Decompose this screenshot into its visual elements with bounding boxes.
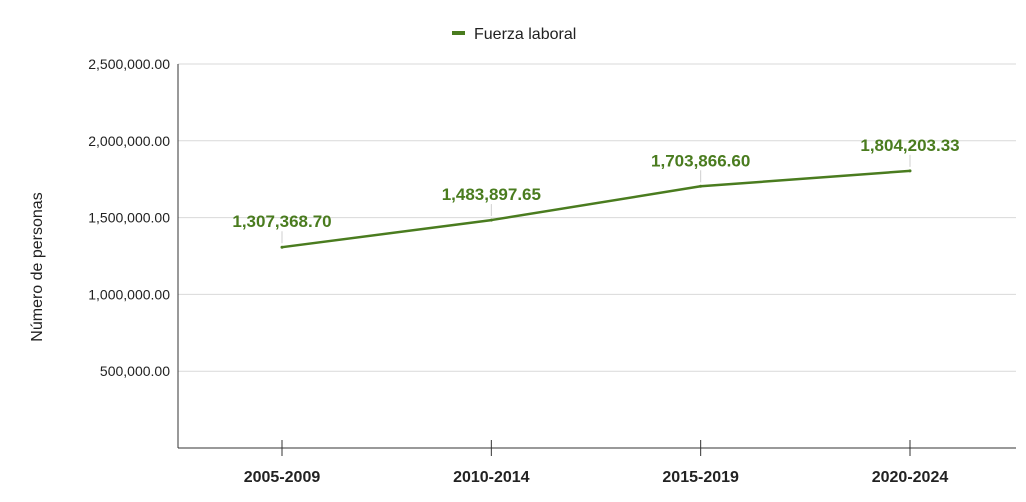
x-tick-label-2: 2015-2019 [662, 469, 739, 486]
data-labels: 1,307,368.70 1,483,897.65 1,703,866.60 1,80… [232, 136, 960, 244]
x-tick-label-1: 2010-2014 [453, 469, 530, 486]
data-label-2: 1,703,866.60 [651, 151, 750, 170]
gridlines [178, 63, 1016, 372]
series-fuerza-laboral [280, 169, 912, 249]
y-tick-label-3: 2,000,000.00 [88, 133, 170, 149]
y-axis-ticks: 500,000.00 1,000,000.00 1,500,000.00 2,000,… [88, 56, 170, 379]
y-tick-label-4: 2,500,000.00 [88, 56, 170, 72]
legend: Fuerza laboral [452, 26, 576, 43]
data-label-3: 1,804,203.33 [860, 136, 959, 155]
series-line-0 [281, 169, 911, 249]
legend-swatch-fuerza-laboral [452, 31, 465, 35]
legend-label-fuerza-laboral: Fuerza laboral [474, 26, 576, 43]
axes [177, 64, 1016, 449]
x-axis-ticks: 2005-2009 2010-2014 2015-2019 2020-2024 [244, 440, 949, 486]
y-axis-title: Número de personas [29, 192, 46, 341]
y-tick-label-1: 1,000,000.00 [88, 286, 170, 302]
data-point-3 [908, 169, 912, 173]
y-tick-label-0: 500,000.00 [100, 363, 170, 379]
data-label-0: 1,307,368.70 [232, 212, 331, 231]
data-point-0 [280, 245, 284, 249]
data-point-1 [489, 218, 493, 222]
data-point-2 [699, 184, 703, 188]
x-tick-label-3: 2020-2024 [872, 469, 949, 486]
x-tick-label-0: 2005-2009 [244, 469, 321, 486]
data-label-1: 1,483,897.65 [442, 185, 541, 204]
y-tick-label-2: 1,500,000.00 [88, 210, 170, 226]
